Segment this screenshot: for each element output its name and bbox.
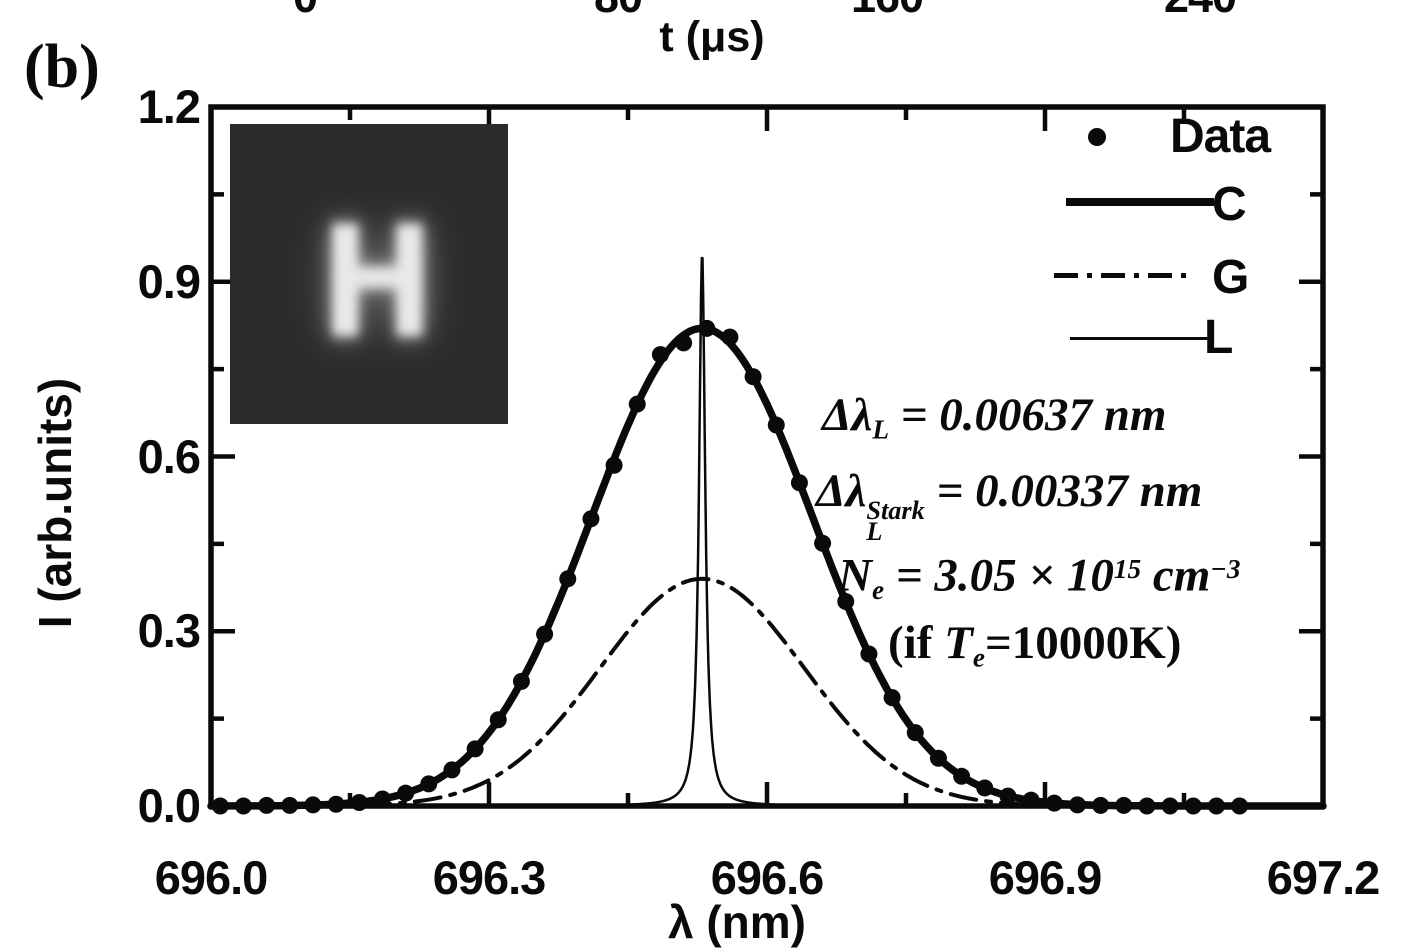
data-point — [512, 672, 530, 690]
legend-gaussian-line-icon — [1054, 273, 1190, 278]
annotation-text: (if — [888, 617, 945, 669]
data-point — [1161, 797, 1179, 815]
data-point — [721, 328, 739, 346]
data-point — [929, 749, 947, 767]
data-point — [466, 740, 484, 758]
annotation-subscript: e — [972, 642, 985, 673]
annotation-symbol: Δλ — [822, 389, 873, 441]
annotation-subscript: L — [872, 414, 889, 445]
y-axis-label: I (arb.units) — [29, 377, 81, 629]
annotation-stark-width: Δλ Stark L = 0.00337 nm — [816, 464, 1203, 546]
data-point — [1207, 797, 1225, 815]
data-point — [582, 510, 600, 528]
legend-convolution-line-icon — [1066, 198, 1214, 206]
annotation-unit-exponent: −3 — [1210, 554, 1241, 584]
data-point — [1138, 797, 1156, 815]
annotation-value: = 0.00337 nm — [924, 465, 1203, 517]
x-tick-label: 696.9 — [988, 851, 1103, 904]
annotation-superscript: Stark — [866, 496, 925, 526]
data-point — [860, 645, 878, 663]
top-axis-label: t (μs) — [659, 13, 765, 61]
data-point — [814, 534, 832, 552]
top-panel-tick-label: 0 — [225, 0, 385, 17]
data-point — [675, 334, 693, 352]
data-point — [651, 346, 669, 364]
y-tick-label: 1.2 — [137, 80, 201, 133]
x-tick-label: 696.6 — [710, 851, 825, 904]
data-point — [698, 319, 716, 337]
data-point — [1068, 796, 1086, 814]
top-panel-tick-label: 80 — [538, 0, 698, 17]
annotation-temperature-condition: (if Te=10000K) — [888, 616, 1181, 685]
data-point — [1231, 797, 1249, 815]
x-tick-label: 696.0 — [154, 851, 269, 904]
y-tick-label: 0.3 — [137, 604, 201, 658]
plasma-inset-image: H — [230, 124, 508, 424]
top-panel-tick-label: 240 — [1120, 0, 1280, 17]
data-point — [559, 570, 577, 588]
x-axis-label: λ (nm) — [668, 896, 806, 948]
annotation-value: = 0.00637 nm — [888, 389, 1167, 441]
data-point — [397, 784, 415, 802]
data-point — [1115, 796, 1133, 814]
plasma-h-glyph: H — [319, 192, 436, 374]
data-point — [837, 593, 855, 611]
annotation-subscript: e — [871, 574, 885, 605]
data-point — [327, 795, 345, 813]
data-point — [489, 711, 507, 729]
annotation-symbol: T — [944, 617, 973, 669]
y-tick-label: 0.0 — [137, 779, 201, 832]
data-point — [536, 625, 554, 643]
data-point — [420, 775, 438, 793]
data-point — [1045, 794, 1063, 812]
data-point — [1022, 791, 1040, 809]
data-point — [443, 761, 461, 779]
legend-data-label: Data — [1170, 110, 1271, 163]
data-point — [790, 474, 808, 492]
data-point — [281, 796, 299, 814]
data-point — [350, 794, 368, 812]
data-point — [258, 796, 276, 814]
lorentzian-curve — [209, 256, 1325, 808]
data-point — [767, 416, 785, 434]
legend-data-marker-icon — [1088, 128, 1106, 146]
data-point — [234, 797, 252, 815]
annotation-unit: cm — [1141, 549, 1211, 602]
legend-l-label: L — [1204, 311, 1233, 364]
annotation-symbol: N — [838, 549, 872, 602]
legend-c-label: C — [1212, 178, 1247, 231]
annotation-symbol: Δλ — [816, 465, 867, 517]
data-point — [211, 797, 229, 815]
data-point — [1092, 796, 1110, 814]
panel-label: (b) — [24, 33, 100, 101]
data-point — [999, 787, 1017, 805]
x-tick-label: 696.3 — [432, 851, 547, 904]
legend-lorentzian-line-icon — [1070, 337, 1210, 340]
annotation-value: =10000K) — [984, 617, 1182, 669]
data-point — [744, 368, 762, 386]
annotation-value: = 3.05 × 10 — [884, 549, 1114, 602]
data-point — [373, 790, 391, 808]
annotation-electron-density: Ne = 3.05 × 1015 cm−3 — [838, 542, 1240, 617]
annotation-exponent: 15 — [1113, 554, 1142, 584]
y-tick-label: 0.6 — [137, 429, 201, 483]
data-point — [605, 456, 623, 474]
annotation-supsub: Stark L — [866, 496, 925, 546]
data-point — [906, 724, 924, 742]
data-point — [304, 796, 322, 814]
data-point — [976, 779, 994, 797]
legend-g-label: G — [1212, 251, 1249, 304]
top-panel-tick-label: 160 — [807, 0, 967, 17]
data-point — [953, 767, 971, 785]
annotation-subscript: L — [866, 516, 883, 546]
top-panel-fragment: 0 80 160 240 — [0, 0, 1401, 17]
data-point — [1184, 797, 1202, 815]
data-point — [883, 689, 901, 707]
x-tick-label: 697.2 — [1266, 851, 1381, 904]
annotation-lorentz-width: ΔλL = 0.00637 nm — [822, 388, 1166, 457]
y-tick-label: 0.9 — [137, 254, 201, 308]
data-point — [628, 395, 646, 413]
